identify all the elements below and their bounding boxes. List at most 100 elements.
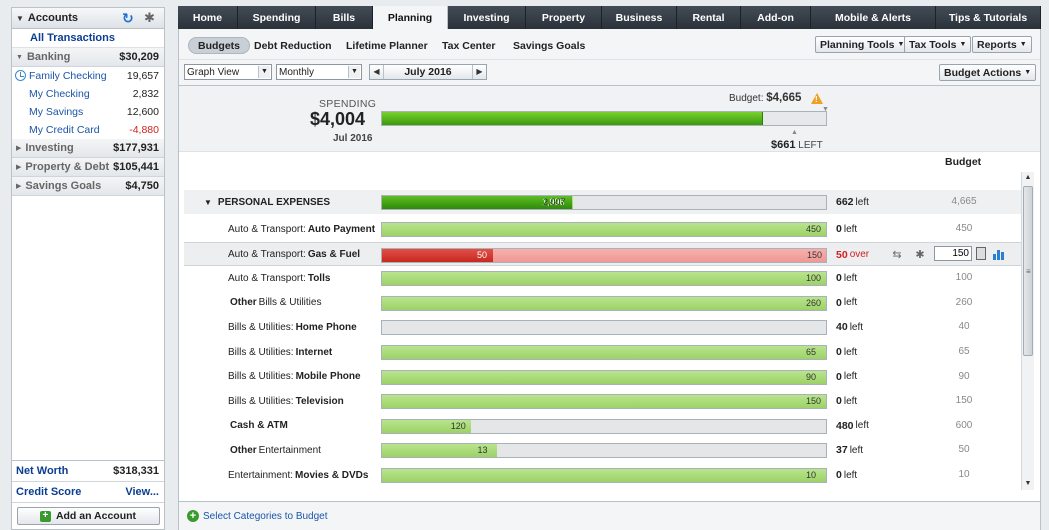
scroll-up-icon[interactable]: ▲: [1024, 174, 1032, 181]
budget-row[interactable]: Bills & Utilities: Television 150 0 left 150: [184, 389, 1021, 413]
all-transactions-link[interactable]: All Transactions: [12, 29, 164, 48]
scroll-down-icon[interactable]: ▼: [1024, 480, 1032, 487]
account-name[interactable]: Family Checking: [29, 70, 107, 82]
select-categories-link[interactable]: Select Categories to Budget: [203, 510, 328, 522]
bar-chart-icon[interactable]: [993, 249, 1005, 260]
tab-mobile-alerts[interactable]: Mobile & Alerts: [811, 6, 936, 29]
account-name[interactable]: My Credit Card: [29, 124, 100, 136]
chevron-down-icon[interactable]: ▼: [258, 66, 270, 78]
category-label[interactable]: Bills & Utilities: Mobile Phone: [228, 365, 378, 389]
account-my-checking[interactable]: My Checking 2,832: [12, 85, 164, 103]
collapse-triangle-icon[interactable]: ▼: [16, 53, 23, 61]
prev-month-icon[interactable]: ◀: [373, 67, 380, 76]
calculator-icon[interactable]: [976, 246, 986, 260]
budget-actions-button[interactable]: Budget Actions ▼: [939, 64, 1037, 81]
category-label[interactable]: Other Entertainment: [228, 438, 378, 462]
category-label[interactable]: Auto & Transport: Auto Payment: [228, 217, 378, 241]
category-label[interactable]: Bills & Utilities: Internet: [228, 340, 378, 364]
budget-marker-icon: ▼: [822, 106, 829, 113]
expand-triangle-icon[interactable]: ▶: [16, 164, 22, 171]
tab-investing[interactable]: Investing: [448, 6, 526, 29]
credit-score-label[interactable]: Credit Score: [16, 486, 82, 498]
collapse-triangle-icon[interactable]: ▼: [16, 13, 24, 23]
next-month-icon[interactable]: ▶: [476, 67, 483, 76]
net-worth-label[interactable]: Net Worth: [16, 465, 69, 477]
tab-tips-tutorials[interactable]: Tips & Tutorials: [936, 6, 1041, 29]
chevron-down-icon[interactable]: ▼: [348, 66, 360, 78]
view-select[interactable]: Graph View ▼: [184, 64, 272, 80]
account-name[interactable]: My Savings: [29, 106, 84, 118]
period-select[interactable]: Monthly ▼: [276, 64, 362, 80]
investing-group[interactable]: ▶ Investing $177,931: [12, 139, 164, 158]
subtab-lifetime-planner[interactable]: Lifetime Planner: [346, 39, 428, 52]
budget-row[interactable]: Other Bills & Utilities 260 0 left 260: [184, 291, 1021, 315]
move-icon[interactable]: ⇆: [892, 249, 902, 262]
credit-score-row[interactable]: Credit Score View...: [12, 481, 164, 502]
category-label[interactable]: Other Bills & Utilities: [228, 291, 378, 315]
account-name[interactable]: My Checking: [29, 88, 90, 100]
budget-row[interactable]: Cash & ATM 120 480 left 600: [184, 414, 1021, 438]
category-label[interactable]: Bills & Utilities: Home Phone: [228, 315, 378, 339]
budget-row[interactable]: Other Entertainment 13 37 left 50: [184, 438, 1021, 462]
expand-triangle-icon[interactable]: ▶: [16, 183, 22, 190]
account-my-savings[interactable]: My Savings 12,600: [12, 103, 164, 121]
category-parent: Bills & Utilities:: [228, 346, 294, 358]
budget-row[interactable]: Auto & Transport: Gas & Fuel 50 150 50 over ⇆ ✱: [184, 241, 1021, 267]
category-label[interactable]: Auto & Transport: Gas & Fuel: [228, 243, 378, 267]
budget-row[interactable]: Entertainment: Movies & DVDs 10 0 left 10: [184, 463, 1021, 487]
gear-icon[interactable]: ✱: [144, 10, 155, 25]
tab-planning[interactable]: Planning: [373, 6, 448, 29]
category-label[interactable]: Bills & Utilities: Television: [228, 389, 378, 413]
group-label[interactable]: ▼ PERSONAL EXPENSES: [204, 190, 354, 214]
status-amount: 0: [836, 469, 842, 481]
tab-spending[interactable]: Spending: [238, 6, 316, 29]
account-my-credit-card[interactable]: My Credit Card -4,880: [12, 121, 164, 139]
planning-tools-button[interactable]: Planning Tools ▼: [815, 36, 910, 53]
tab-home[interactable]: Home: [178, 6, 238, 29]
subtab-tax-center[interactable]: Tax Center: [442, 39, 496, 52]
budget-amount-input[interactable]: [934, 245, 972, 261]
budget-row[interactable]: Food & Dining:Groceries200200left400: [184, 488, 1021, 490]
budget-row[interactable]: Bills & Utilities: Mobile Phone 90 0 left 90: [184, 365, 1021, 389]
banking-group[interactable]: ▼ Banking $30,209: [12, 48, 164, 67]
budget-amount: 40: [958, 321, 970, 333]
tab-property[interactable]: Property: [526, 6, 602, 29]
savings-goals-amount: $4,750: [125, 180, 159, 192]
spent-fill: [382, 272, 826, 286]
warning-icon[interactable]: !: [811, 93, 823, 104]
category-label[interactable]: Entertainment: Movies & DVDs: [228, 463, 378, 487]
credit-score-view-link[interactable]: View...: [125, 486, 159, 498]
view-select-value: Graph View: [187, 66, 240, 78]
savings-goals-group[interactable]: ▶ Savings Goals $4,750: [12, 177, 164, 196]
tab-add-on[interactable]: Add-on: [741, 6, 811, 29]
property-debt-group[interactable]: ▶ Property & Debt $105,441: [12, 158, 164, 177]
tab-rental[interactable]: Rental: [677, 6, 741, 29]
plus-circle-icon[interactable]: +: [187, 510, 199, 522]
budget-row[interactable]: Auto & Transport: Auto Payment 450 0 left 450: [184, 217, 1021, 241]
category-label[interactable]: Food & Dining:Groceries: [228, 488, 378, 490]
budget-row[interactable]: Auto & Transport: Tolls 100 0 left 100: [184, 266, 1021, 290]
gear-icon[interactable]: ✱: [915, 249, 925, 262]
collapse-triangle-icon[interactable]: ▼: [204, 197, 212, 207]
category-label[interactable]: Cash & ATM: [228, 414, 378, 438]
budget-group-row[interactable]: ▼ PERSONAL EXPENSES 1,996 2,007 662 left 4,66…: [184, 190, 1021, 214]
category-label[interactable]: Auto & Transport: Tolls: [228, 266, 378, 290]
subtab-savings-goals[interactable]: Savings Goals: [513, 39, 586, 52]
tax-tools-button[interactable]: Tax Tools ▼: [904, 36, 972, 53]
vertical-scrollbar[interactable]: ▲ ≡ ▼: [1021, 172, 1034, 490]
add-account-button[interactable]: + Add an Account: [16, 507, 160, 525]
scroll-thumb[interactable]: ≡: [1023, 186, 1033, 356]
account-family-checking[interactable]: Family Checking 19,657: [12, 67, 164, 85]
subtab-budgets[interactable]: Budgets: [188, 37, 250, 54]
refresh-icon[interactable]: ↻: [122, 10, 134, 26]
subtab-debt-reduction[interactable]: Debt Reduction: [254, 39, 332, 52]
tab-business[interactable]: Business: [602, 6, 677, 29]
net-worth-row[interactable]: Net Worth $318,331: [12, 460, 164, 481]
reports-button[interactable]: Reports ▼: [972, 36, 1032, 53]
budget-row[interactable]: Bills & Utilities: Internet 65 0 left 65: [184, 340, 1021, 364]
status-text: left: [843, 297, 858, 309]
budget-row[interactable]: Bills & Utilities: Home Phone 40 left 40: [184, 315, 1021, 339]
accounts-header[interactable]: ▼ Accounts ↻ ✱: [12, 8, 164, 29]
tab-bills[interactable]: Bills: [316, 6, 373, 29]
expand-triangle-icon[interactable]: ▶: [16, 145, 22, 152]
